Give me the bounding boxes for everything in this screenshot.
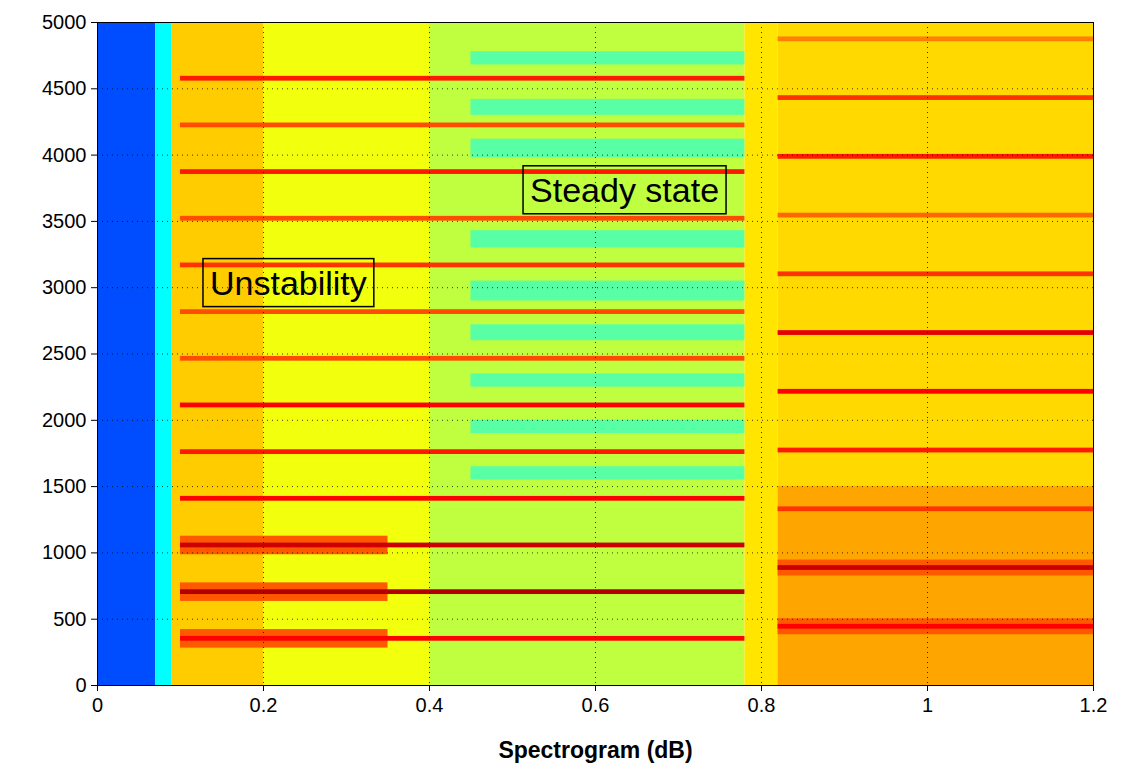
svg-text:1000: 1000 <box>42 541 87 563</box>
svg-text:4500: 4500 <box>42 77 87 99</box>
svg-text:Steady state: Steady state <box>530 171 719 209</box>
svg-text:5000: 5000 <box>42 11 87 33</box>
svg-text:2500: 2500 <box>42 342 87 364</box>
svg-text:2000: 2000 <box>42 409 87 431</box>
svg-text:3500: 3500 <box>42 210 87 232</box>
svg-text:0.4: 0.4 <box>416 694 444 716</box>
svg-text:0.6: 0.6 <box>582 694 610 716</box>
svg-text:0: 0 <box>75 674 86 696</box>
svg-text:0: 0 <box>92 694 103 716</box>
svg-text:Unstability: Unstability <box>210 264 367 302</box>
svg-text:500: 500 <box>53 608 86 630</box>
svg-text:1500: 1500 <box>42 475 87 497</box>
svg-text:0.8: 0.8 <box>748 694 776 716</box>
svg-text:1: 1 <box>922 694 933 716</box>
svg-text:1.2: 1.2 <box>1080 694 1108 716</box>
svg-text:0.2: 0.2 <box>250 694 278 716</box>
svg-text:4000: 4000 <box>42 144 87 166</box>
svg-text:3000: 3000 <box>42 276 87 298</box>
svg-text:Spectrogram (dB): Spectrogram (dB) <box>498 737 692 763</box>
